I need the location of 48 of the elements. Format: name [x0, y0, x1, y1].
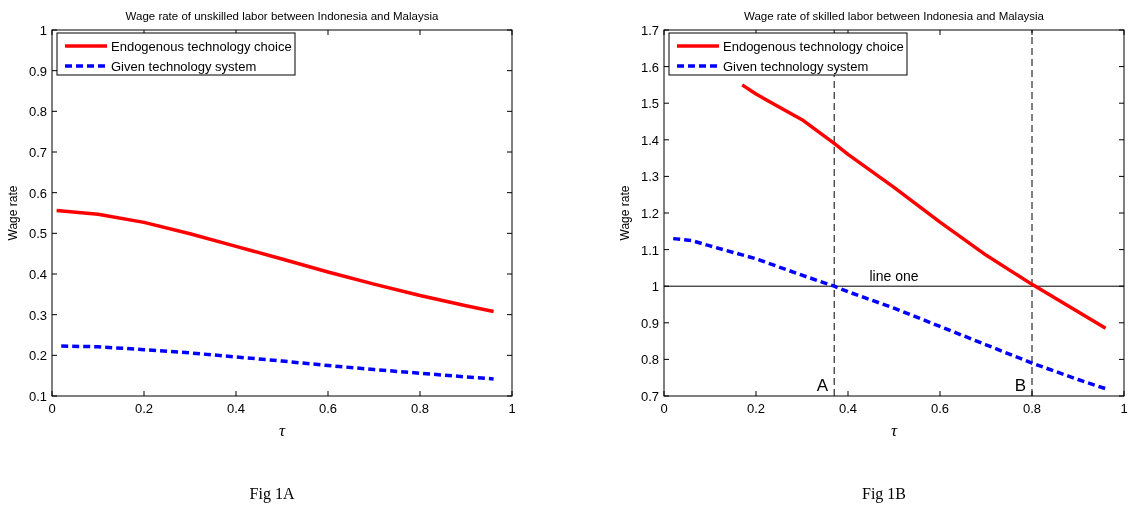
- y-tick-label: 1.7: [640, 23, 659, 38]
- x-tick-label: 0: [660, 401, 668, 416]
- x-tick-label: 0.8: [410, 401, 430, 416]
- y-tick-label: 1.6: [640, 59, 659, 75]
- x-tick-label: 0.2: [746, 401, 766, 416]
- y-tick-label: 1.2: [640, 206, 659, 221]
- y-tick-label: 1: [651, 279, 659, 295]
- legend-label: Endogenous technology choice: [723, 39, 904, 54]
- y-tick-label: 0.8: [640, 352, 659, 368]
- x-axis-title: τ: [278, 421, 286, 440]
- legend-label: Given technology system: [111, 59, 257, 74]
- caption: Fig 1B: [861, 485, 907, 503]
- y-tick-label: 1.1: [640, 242, 659, 258]
- x-tick-label: 1: [508, 401, 516, 416]
- x-tick-label: 0.4: [838, 401, 858, 416]
- chart-title: Wage rate of unskilled labor between Indonesia and Malaysia: [125, 10, 440, 22]
- y-tick-label: 1: [39, 23, 47, 38]
- y-tick-label: 0.7: [640, 389, 659, 404]
- y-tick-label: 0.5: [28, 226, 47, 242]
- x-tick-label: 0: [48, 401, 56, 416]
- chart-title: Wage rate of skilled labor between Indonesia and Malaysia: [743, 10, 1045, 22]
- y-tick-label: 1.4: [640, 132, 659, 148]
- legend-label: Endogenous technology choice: [111, 39, 292, 54]
- y-tick-label: 1.3: [640, 169, 659, 185]
- y-tick-label: 0.8: [28, 104, 47, 120]
- caption: Fig 1A: [249, 485, 295, 503]
- y-tick-label: 0.7: [28, 145, 47, 160]
- y-tick-label: 0.9: [28, 63, 47, 79]
- y-tick-label: 0.6: [28, 185, 47, 201]
- legend-label: Given technology system: [723, 59, 869, 74]
- x-tick-label: 0.6: [930, 401, 950, 416]
- ref-line-label: B: [1014, 376, 1026, 395]
- x-tick-label: 0.4: [226, 401, 246, 416]
- y-tick-label: 0.3: [28, 307, 47, 323]
- x-axis-title: τ: [890, 421, 898, 440]
- y-tick-label: 0.9: [640, 315, 659, 331]
- x-tick-label: 0.6: [318, 401, 338, 416]
- x-tick-label: 0.8: [1022, 401, 1042, 416]
- ref-line-label: line one: [869, 268, 919, 285]
- y-tick-label: 1.5: [640, 96, 659, 112]
- y-tick-label: 0.4: [28, 267, 47, 282]
- y-axis-title: Wage rate: [6, 185, 20, 241]
- x-tick-label: 0.2: [134, 401, 154, 416]
- y-tick-label: 0.2: [28, 348, 47, 364]
- ref-line-label: A: [816, 376, 829, 395]
- x-tick-label: 1: [1120, 401, 1128, 416]
- y-tick-label: 0.1: [28, 389, 47, 404]
- y-axis-title: Wage rate: [618, 185, 632, 241]
